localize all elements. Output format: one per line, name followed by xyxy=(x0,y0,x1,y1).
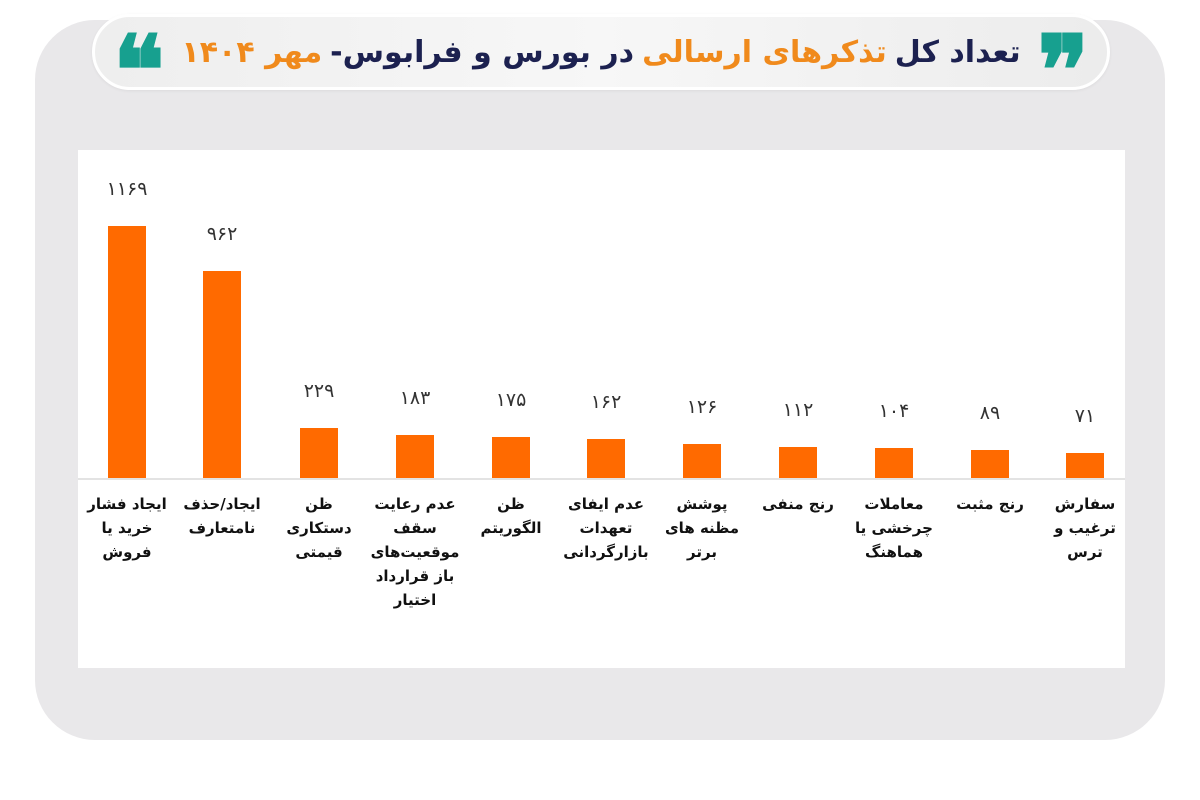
bar xyxy=(779,447,817,478)
category-label: ایجاد فشار خرید یا فروش xyxy=(77,492,177,564)
bar-value-label: ۲۲۹ xyxy=(303,380,335,402)
bar-column: ۱۲۶ xyxy=(654,394,750,478)
bar-column: ۱۱۶۹ xyxy=(79,176,175,478)
title-part-2: تذکرهای ارسالی xyxy=(642,34,887,70)
category-label-line: عدم رعایت xyxy=(374,495,456,513)
bar-column: ۱۰۴ xyxy=(846,398,942,478)
category-label-line: معاملات xyxy=(864,495,924,513)
bar-value-label: ۷۱ xyxy=(1074,405,1096,427)
category-label-line: ترس xyxy=(1067,543,1103,561)
category-label-line: ایجاد فشار xyxy=(87,495,167,513)
bar xyxy=(971,450,1009,478)
category-label: رنج مثبت xyxy=(940,492,1040,516)
bar-column: ۱۶۲ xyxy=(558,389,654,478)
bar xyxy=(203,271,241,478)
category-label-line: ترغیب و xyxy=(1054,519,1116,537)
bar-value-label: ۱۰۴ xyxy=(878,400,910,422)
category-label: عدم ایفای تعهدات بازارگردانی xyxy=(556,492,656,564)
category-label-line: ظن xyxy=(305,495,333,513)
bar xyxy=(875,448,913,478)
bar xyxy=(396,435,434,478)
category-label: ظن الگوریتم xyxy=(461,492,561,540)
title-part-1: تعداد کل xyxy=(894,34,1021,70)
category-label-line: ایجاد/حذف xyxy=(183,495,261,513)
category-label-line: تعهدات xyxy=(579,519,633,537)
category-label-line: دستکاری xyxy=(286,519,352,537)
closing-quote-icon: ❞ xyxy=(1037,14,1089,127)
category-label: رنج منفی xyxy=(748,492,848,516)
category-label-line: چرخشی یا xyxy=(855,519,933,537)
category-label-line: رنج مثبت xyxy=(956,495,1024,513)
bar-value-label: ۱۲۶ xyxy=(686,396,718,418)
category-label: سفارش ترغیب و ترس xyxy=(1035,492,1135,564)
category-label-line: خرید یا xyxy=(101,519,153,537)
category-label-line: فروش xyxy=(102,543,152,561)
category-label-line: قیمتی xyxy=(295,543,343,561)
category-label-line: الگوریتم xyxy=(480,519,542,537)
bar-value-label: ۱۶۲ xyxy=(590,391,622,413)
x-axis-baseline xyxy=(78,478,1125,480)
bar-column: ۱۷۵ xyxy=(463,387,559,478)
bar xyxy=(1066,453,1104,478)
bar-column: ۲۲۹ xyxy=(271,378,367,478)
bar xyxy=(108,226,146,478)
category-label-line: موقعیت‌های xyxy=(370,543,460,561)
bar-value-label: ۱۱۲ xyxy=(782,399,814,421)
category-label: ظن دستکاری قیمتی xyxy=(269,492,369,564)
bar-column: ۱۱۲ xyxy=(750,397,846,478)
bar xyxy=(587,439,625,478)
bar-column: ۷۱ xyxy=(1037,403,1133,478)
bar xyxy=(683,444,721,478)
title-part-3: در بورس و فرابوس- xyxy=(330,34,635,70)
category-label-line: نامتعارف xyxy=(188,519,256,537)
category-label-line: پوشش xyxy=(676,495,728,513)
category-label-line: اختیار xyxy=(393,591,437,609)
category-label-line: رنج منفی xyxy=(762,495,834,513)
title-banner: ❞ تعداد کل تذکرهای ارسالی در بورس و فراب… xyxy=(92,14,1110,119)
category-label-line: برتر xyxy=(687,543,717,561)
bar-column: ۸۹ xyxy=(942,400,1038,478)
category-label-line: سقف xyxy=(393,519,437,537)
bar-value-label: ۱۸۳ xyxy=(399,387,431,409)
opening-quote-icon: ❝ xyxy=(113,14,165,127)
category-label: ایجاد/حذف نامتعارف xyxy=(172,492,272,540)
category-label: معاملات چرخشی یا هماهنگ xyxy=(844,492,944,564)
category-label-line: عدم ایفای xyxy=(567,495,645,513)
category-label-line: بازارگردانی xyxy=(563,543,649,561)
bar-value-label: ۱۱۶۹ xyxy=(106,178,148,200)
category-label: پوشش مظنه های برتر xyxy=(652,492,752,564)
bar-column: ۱۸۳ xyxy=(367,385,463,478)
category-label-line: هماهنگ xyxy=(865,543,923,561)
bar-value-label: ۱۷۵ xyxy=(495,389,527,411)
category-label: عدم رعایت سقف موقعیت‌های باز قرارداد اختیار xyxy=(365,492,465,612)
category-label-line: باز قرارداد xyxy=(375,567,455,585)
chart-title: تعداد کل تذکرهای ارسالی در بورس و فرابوس… xyxy=(181,35,1020,70)
category-label-line: مظنه های xyxy=(664,519,740,537)
category-label-line: سفارش xyxy=(1054,495,1116,513)
bar-column: ۹۶۲ xyxy=(174,221,270,478)
chart-panel xyxy=(78,150,1125,668)
bar-value-label: ۸۹ xyxy=(979,402,1001,424)
bar xyxy=(300,428,338,478)
category-label-line: ظن xyxy=(497,495,525,513)
title-part-4: مهر ۱۴۰۴ xyxy=(181,34,323,70)
bar-value-label: ۹۶۲ xyxy=(206,223,238,245)
bar xyxy=(492,437,530,478)
